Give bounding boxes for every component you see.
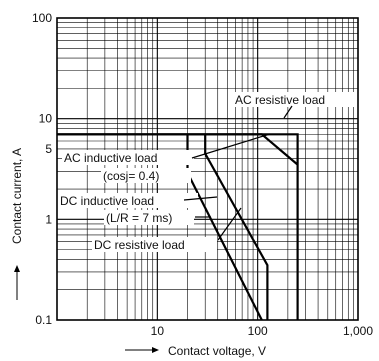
annotation-dc-inductive: DC inductive load (L/R = 7 ms) (58, 193, 218, 225)
x-axis-label-text: Contact voltage, V (168, 344, 266, 358)
plot-frame (56, 17, 359, 321)
series-line-3 (204, 134, 269, 320)
tick-labels: 10 100 1,000 0.1 1 5 10 100 (32, 11, 373, 338)
annotation-dc-resistive: DC resistive load (92, 207, 242, 252)
series-line-2 (186, 134, 263, 321)
annotation-ac-inductive-text: AC inductive load (64, 151, 157, 165)
annotation-dc-resistive-text: DC resistive load (94, 238, 185, 252)
y-tick-label: 100 (32, 11, 52, 25)
x-tick-label: 10 (151, 324, 165, 338)
series-lines (57, 133, 299, 321)
y-tick-label: 10 (39, 112, 53, 126)
x-tick-label: 1,000 (343, 324, 373, 338)
annotation-ac-inductive: AC inductive load (cosj= 0.4) (62, 133, 271, 183)
y-tick-label: 0.1 (35, 313, 52, 327)
y-axis-label-text: Contact current, A (10, 148, 24, 244)
annotation-dc-inductive-text: DC inductive load (60, 194, 154, 208)
y-tick-label: 5 (45, 142, 52, 156)
annotation-ac-inductive-cos-text: (cosj= 0.4) (103, 169, 159, 183)
x-axis-label: Contact voltage, V (125, 344, 266, 358)
annotation-dc-inductive-lr-text: (L/R = 7 ms) (106, 211, 172, 225)
x-tick-label: 100 (248, 324, 268, 338)
y-axis-label: Contact current, A (10, 148, 24, 300)
annotation-ac-resistive: AC resistive load (232, 92, 354, 119)
y-tick-label: 1 (45, 212, 52, 226)
series-line-1 (57, 133, 299, 166)
annotation-ac-resistive-text: AC resistive load (235, 93, 325, 107)
